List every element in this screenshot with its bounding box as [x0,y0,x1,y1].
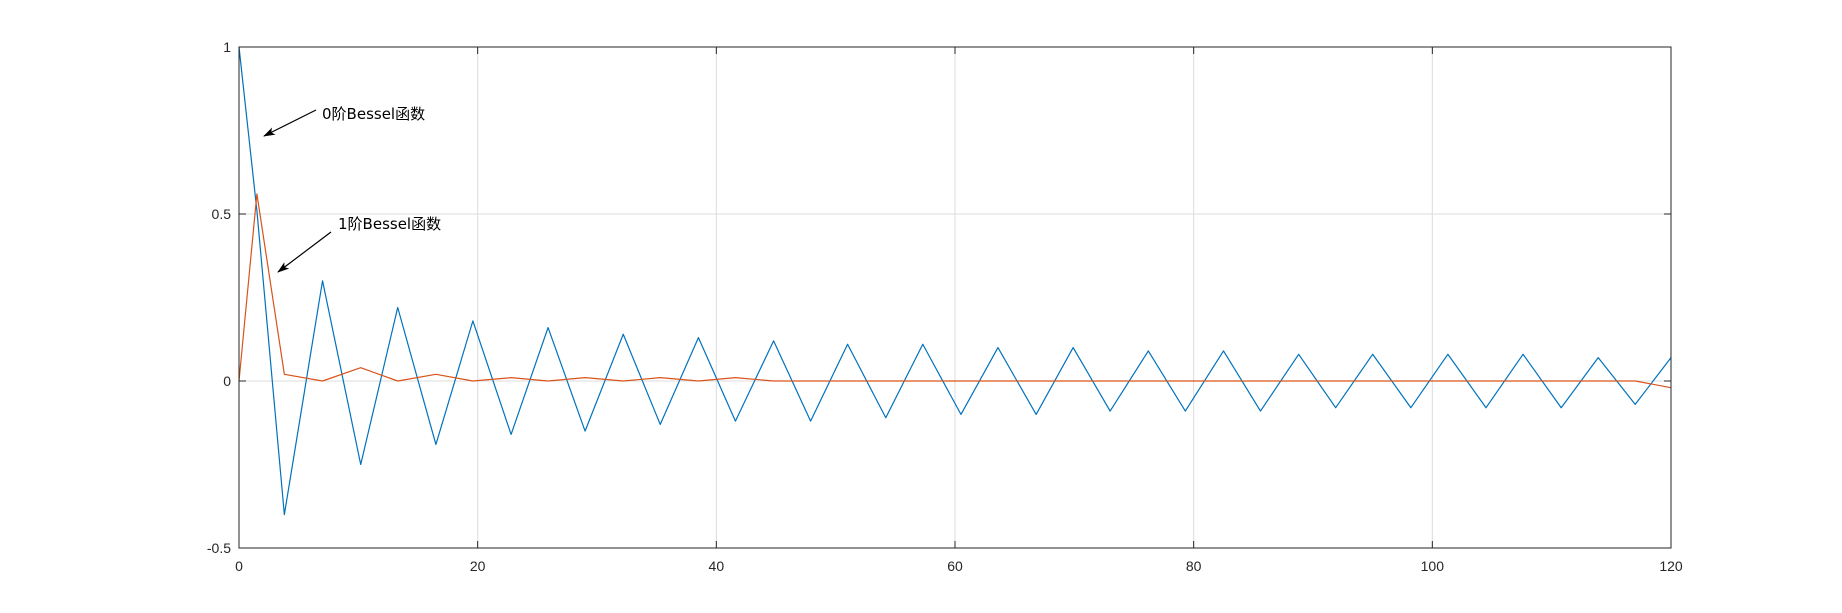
y-tick-label: -0.5 [207,540,231,556]
annotation-order1: 1阶Bessel函数 [338,215,441,233]
x-tick-label: 40 [709,558,725,574]
y-tick-labels: -0.5 0 0.5 1 [207,39,231,556]
data-series [238,46,1672,516]
annotation-arrow-order1 [277,231,332,273]
x-tick-label: 60 [947,558,963,574]
x-tick-label: 0 [235,558,243,574]
series-line-1 [238,193,1672,389]
y-tick-label: 0.5 [212,206,232,222]
x-tick-label: 100 [1421,558,1445,574]
x-tick-label: 80 [1186,558,1202,574]
x-tick-label: 120 [1659,558,1683,574]
y-tick-label: 1 [223,39,231,55]
x-tick-labels: 0 20 40 60 80 100 120 [235,558,1683,574]
annotation-arrow-order0 [263,109,317,137]
annotation-order0: 0阶Bessel函数 [322,105,425,123]
y-tick-label: 0 [223,373,231,389]
axis-ticks [238,46,1672,549]
x-tick-label: 20 [470,558,486,574]
